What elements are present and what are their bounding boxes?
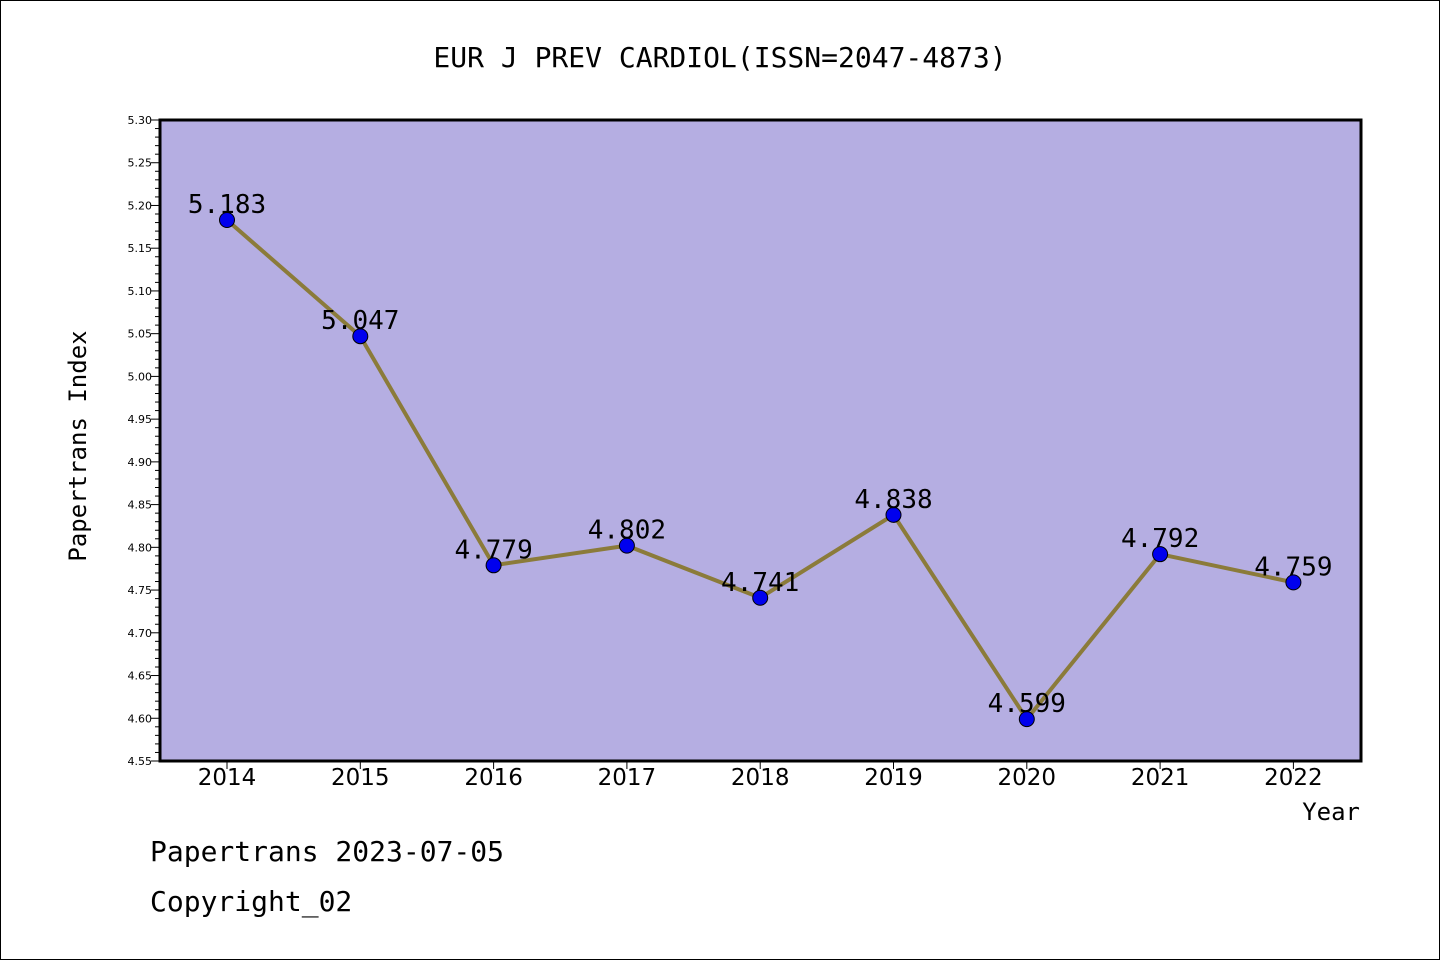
data-point: [885, 506, 902, 523]
y-tick-label: 5.15: [128, 242, 153, 255]
data-point: [352, 328, 369, 345]
y-tick-label: 4.60: [128, 712, 153, 725]
data-point: [1285, 574, 1302, 591]
data-label: 4.741: [721, 568, 799, 598]
y-tick-label: 5.10: [128, 285, 153, 298]
x-tick-label: 2015: [331, 765, 390, 791]
plot-area: [158, 118, 1363, 763]
data-label: 5.183: [188, 190, 266, 220]
x-axis: 2014 2015 2016 2017 2018 2019 2020 2021 2022: [198, 761, 1323, 791]
y-axis: 4.55 4.60 4.65 4.70 4.75 4.80 4.85 4.90 4.95 5.00…: [128, 114, 160, 768]
x-tick-label: 2019: [864, 765, 923, 791]
data-label: 4.802: [588, 516, 666, 546]
x-tick-label: 2017: [598, 765, 657, 791]
data-point: [752, 589, 769, 606]
x-tick-label: 2022: [1264, 765, 1323, 791]
y-tick-label: 5.05: [128, 328, 153, 341]
y-tick-label: 4.70: [128, 627, 153, 640]
x-axis-label: Year: [1302, 798, 1360, 826]
x-tick-label: 2020: [998, 765, 1057, 791]
data-point: [1152, 546, 1169, 563]
data-label: 4.759: [1254, 552, 1332, 582]
y-tick-label: 5.30: [128, 114, 153, 127]
data-point: [618, 537, 635, 554]
y-tick-label: 4.80: [128, 541, 153, 554]
x-tick-label: 2018: [731, 765, 790, 791]
x-tick-label: 2016: [464, 765, 523, 791]
x-tick-label: 2014: [198, 765, 257, 791]
y-axis-label: Papertrans Index: [64, 330, 92, 561]
y-tick-label: 4.95: [128, 413, 153, 426]
data-point: [485, 557, 502, 574]
y-tick-label: 4.75: [128, 584, 153, 597]
data-label: 5.047: [321, 306, 399, 336]
y-tick-label: 5.20: [128, 199, 153, 212]
data-label: 4.838: [854, 485, 932, 515]
data-point: [219, 211, 235, 228]
chart-title: EUR J PREV CARDIOL(ISSN=2047-4873): [433, 41, 1006, 74]
y-tick-label: 4.55: [128, 755, 153, 768]
data-point: [1018, 711, 1035, 728]
y-tick-label: 5.25: [128, 157, 153, 170]
series-papertrans-index: 5.183 5.047 4.779 4.802 4.741 4.838 4.599 4.792…: [188, 190, 1333, 728]
data-label: 4.792: [1121, 524, 1199, 554]
y-tick-label: 5.00: [128, 370, 153, 383]
footer-copyright-label: Copyright_02: [150, 885, 353, 918]
y-tick-label: 4.65: [128, 670, 153, 683]
y-tick-label: 4.85: [128, 499, 153, 512]
x-tick-label: 2021: [1131, 765, 1190, 791]
y-tick-label: 4.90: [128, 456, 153, 469]
footer-date-label: Papertrans 2023-07-05: [150, 835, 505, 868]
data-label: 4.779: [454, 535, 532, 565]
data-label: 4.599: [988, 689, 1066, 719]
